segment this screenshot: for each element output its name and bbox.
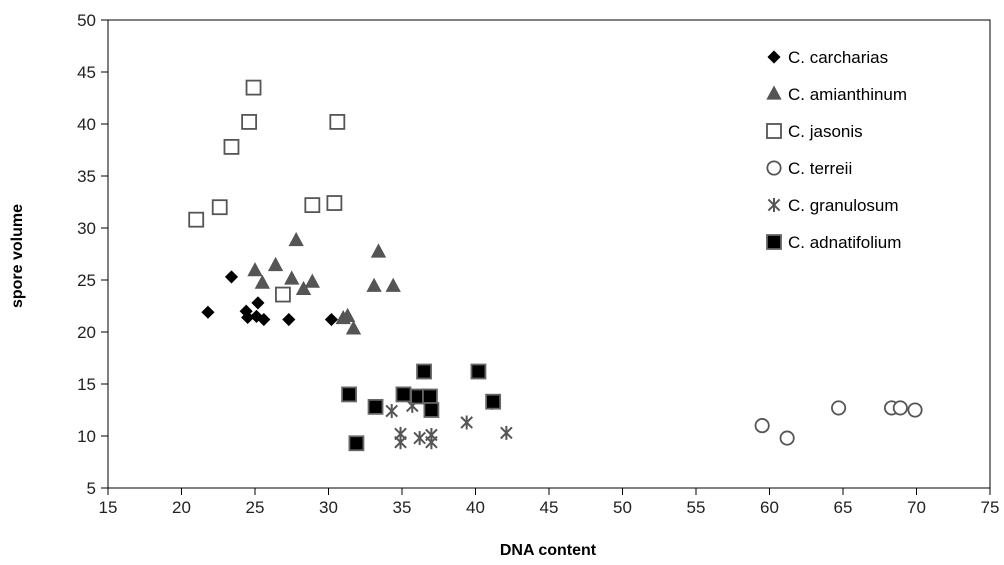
- data-point: [348, 435, 365, 452]
- x-tick-label: 15: [99, 498, 118, 517]
- legend: C. carcharias C. amianthinum C. jasonis C. …: [766, 48, 907, 252]
- legend-marker: [766, 85, 782, 100]
- x-tick-label: 70: [907, 498, 926, 517]
- legend-marker: [766, 160, 782, 176]
- x-axis-title: DNA content: [500, 542, 597, 559]
- legend-label: C. adnatifolium: [788, 233, 901, 252]
- data-points: [188, 79, 923, 452]
- x-tick-label: 55: [687, 498, 706, 517]
- data-point: [251, 296, 265, 310]
- data-point: [247, 262, 263, 277]
- data-point: [395, 386, 412, 403]
- x-tick-label: 25: [246, 498, 265, 517]
- y-tick-label: 5: [87, 479, 96, 498]
- data-point: [907, 402, 923, 418]
- legend-label: C. carcharias: [788, 48, 888, 67]
- data-point: [224, 270, 239, 284]
- data-point: [385, 404, 399, 419]
- data-point: [460, 415, 473, 430]
- data-point: [188, 211, 205, 228]
- data-point: [324, 312, 339, 327]
- series-3: [754, 400, 923, 446]
- data-point: [304, 273, 321, 288]
- legend-marker: [766, 123, 782, 139]
- data-point: [366, 277, 382, 292]
- series-2: [188, 79, 346, 303]
- data-point: [485, 393, 502, 410]
- y-tick-label: 45: [77, 63, 96, 82]
- data-point: [370, 243, 387, 258]
- x-tick-label: 20: [172, 498, 191, 517]
- data-point: [304, 197, 321, 214]
- data-point: [211, 199, 228, 216]
- legend-label: C. terreii: [788, 159, 852, 178]
- data-point: [241, 114, 258, 130]
- data-point: [385, 277, 401, 292]
- y-axis: 5 10 15 20 25 30 35 40 45 50: [77, 11, 108, 498]
- data-point: [416, 363, 432, 380]
- legend-label: C. amianthinum: [788, 85, 907, 104]
- y-tick-label: 30: [77, 219, 96, 238]
- data-point: [425, 435, 438, 450]
- y-tick-label: 20: [77, 323, 96, 342]
- x-tick-label: 60: [760, 498, 779, 517]
- data-point: [892, 400, 908, 416]
- data-point: [345, 320, 362, 335]
- data-point: [201, 305, 215, 319]
- data-point: [341, 386, 357, 403]
- x-axis: 15 20 25 30 35 40 45 50 55 60 65 70 75: [99, 488, 1000, 517]
- data-point: [339, 307, 356, 323]
- x-tick-label: 35: [393, 498, 412, 517]
- series-1: [247, 231, 401, 335]
- data-point: [282, 312, 296, 327]
- data-point: [329, 114, 346, 130]
- data-point: [754, 418, 770, 434]
- y-tick-label: 25: [77, 271, 96, 290]
- data-point: [284, 270, 300, 285]
- x-tick-label: 50: [613, 498, 632, 517]
- y-axis-title: spore volume: [9, 204, 26, 308]
- series-5: [341, 363, 502, 452]
- x-tick-label: 75: [981, 498, 1000, 517]
- data-point: [413, 431, 426, 446]
- x-tick-label: 65: [834, 498, 853, 517]
- legend-marker: [766, 234, 782, 250]
- data-point: [831, 400, 847, 416]
- data-point: [367, 398, 384, 415]
- data-point: [288, 231, 304, 247]
- x-tick-label: 30: [319, 498, 338, 517]
- data-point: [257, 312, 271, 327]
- data-point: [779, 430, 795, 446]
- data-point: [223, 138, 240, 155]
- data-point: [394, 435, 407, 450]
- data-point: [500, 425, 513, 440]
- data-point: [326, 195, 343, 211]
- y-tick-label: 10: [77, 427, 96, 446]
- x-tick-label: 40: [466, 498, 485, 517]
- x-tick-label: 45: [540, 498, 559, 517]
- data-point: [254, 274, 271, 289]
- data-point: [423, 402, 440, 418]
- legend-label: C. jasonis: [788, 122, 863, 141]
- data-point: [295, 280, 312, 296]
- legend-label: C. granulosum: [788, 196, 899, 215]
- series-0: [201, 270, 339, 327]
- legend-marker: [767, 50, 781, 64]
- y-tick-label: 15: [77, 375, 96, 394]
- y-tick-label: 50: [77, 11, 96, 30]
- data-point: [422, 388, 438, 405]
- data-point: [470, 363, 487, 380]
- y-tick-label: 35: [77, 167, 96, 186]
- data-point: [275, 286, 291, 303]
- data-point: [267, 256, 284, 272]
- data-point: [245, 79, 262, 96]
- y-tick-label: 40: [77, 115, 96, 134]
- legend-marker: [767, 198, 781, 212]
